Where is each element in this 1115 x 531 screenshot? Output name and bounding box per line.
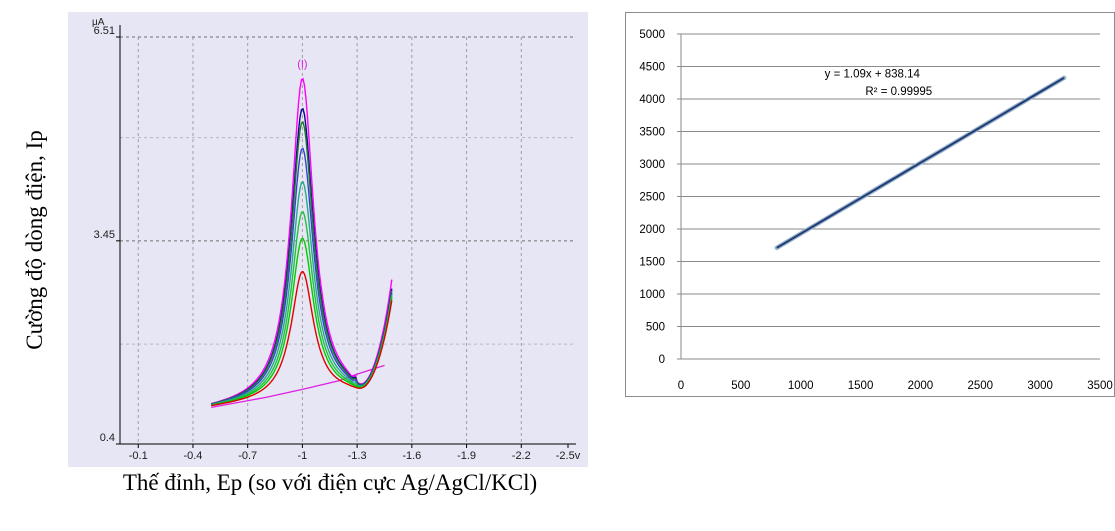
left-x-tick-label: -1.3 bbox=[348, 450, 367, 462]
right-y-tick-label: 4000 bbox=[639, 94, 665, 106]
right-x-tick-label: 3000 bbox=[1027, 380, 1053, 392]
right-y-tick-label: 1000 bbox=[639, 289, 665, 301]
left-x-tick-label: -1.6 bbox=[402, 450, 421, 462]
right-x-tick-label: 1500 bbox=[848, 380, 874, 392]
left-x-tick-label: -0.1 bbox=[129, 450, 148, 462]
left-y-axis-label-wrapper: Cường độ dòng điện, Ip bbox=[0, 0, 60, 531]
right-y-tick-label: 3500 bbox=[639, 127, 665, 139]
left-x-tick-label: -0.4 bbox=[183, 450, 202, 462]
right-y-tick-label: 1500 bbox=[639, 257, 665, 269]
voltammogram-curve bbox=[211, 237, 393, 406]
right-x-tick-label: 2500 bbox=[967, 380, 993, 392]
left-plot-background bbox=[68, 12, 588, 467]
voltammogram-curve bbox=[211, 270, 393, 407]
right-x-tick-label: 0 bbox=[678, 380, 684, 392]
right-y-tick-label: 2500 bbox=[639, 192, 665, 204]
right-chart-frame bbox=[625, 12, 1115, 397]
right-y-tick-label: 0 bbox=[659, 354, 665, 366]
calibration-chart: 0500100015002000250030003500400045005000… bbox=[625, 12, 1115, 397]
right-x-tick-label: 2000 bbox=[908, 380, 934, 392]
left-y-tick-label: 0.4 bbox=[100, 432, 115, 444]
right-y-tick-label: 4500 bbox=[639, 62, 665, 74]
right-y-tick-label: 500 bbox=[646, 322, 665, 334]
baseline-curve bbox=[211, 364, 385, 409]
right-x-tick-label: 500 bbox=[731, 380, 750, 392]
right-y-tick-label: 2000 bbox=[639, 224, 665, 236]
left-x-axis-label: Thế đỉnh, Ep (so với điện cực Ag/AgCl/KC… bbox=[122, 470, 538, 495]
left-x-tick-label: -0.7 bbox=[238, 450, 257, 462]
left-y-tick-label: 6.51 bbox=[94, 25, 115, 37]
r-squared-label: R² = 0.99995 bbox=[865, 86, 932, 98]
left-x-tick-label: -2.2 bbox=[512, 450, 531, 462]
left-y-unit: μA bbox=[92, 17, 105, 28]
peak-label: (I) bbox=[297, 59, 307, 71]
right-y-tick-label: 5000 bbox=[639, 29, 665, 41]
left-x-tick-label: -1 bbox=[298, 450, 308, 462]
trendline-equation: y = 1.09x + 838.14 bbox=[825, 69, 921, 81]
right-x-tick-label: 1000 bbox=[788, 380, 814, 392]
data-line bbox=[776, 76, 1065, 249]
left-x-tick-label: -2.5v bbox=[556, 450, 581, 462]
right-x-tick-label: 3500 bbox=[1087, 380, 1113, 392]
left-x-tick-label: -1.9 bbox=[457, 450, 476, 462]
left-y-tick-label: 3.45 bbox=[94, 229, 115, 241]
right-y-tick-label: 3000 bbox=[639, 159, 665, 171]
left-y-axis-label: Cường độ dòng điện, Ip bbox=[22, 130, 47, 350]
